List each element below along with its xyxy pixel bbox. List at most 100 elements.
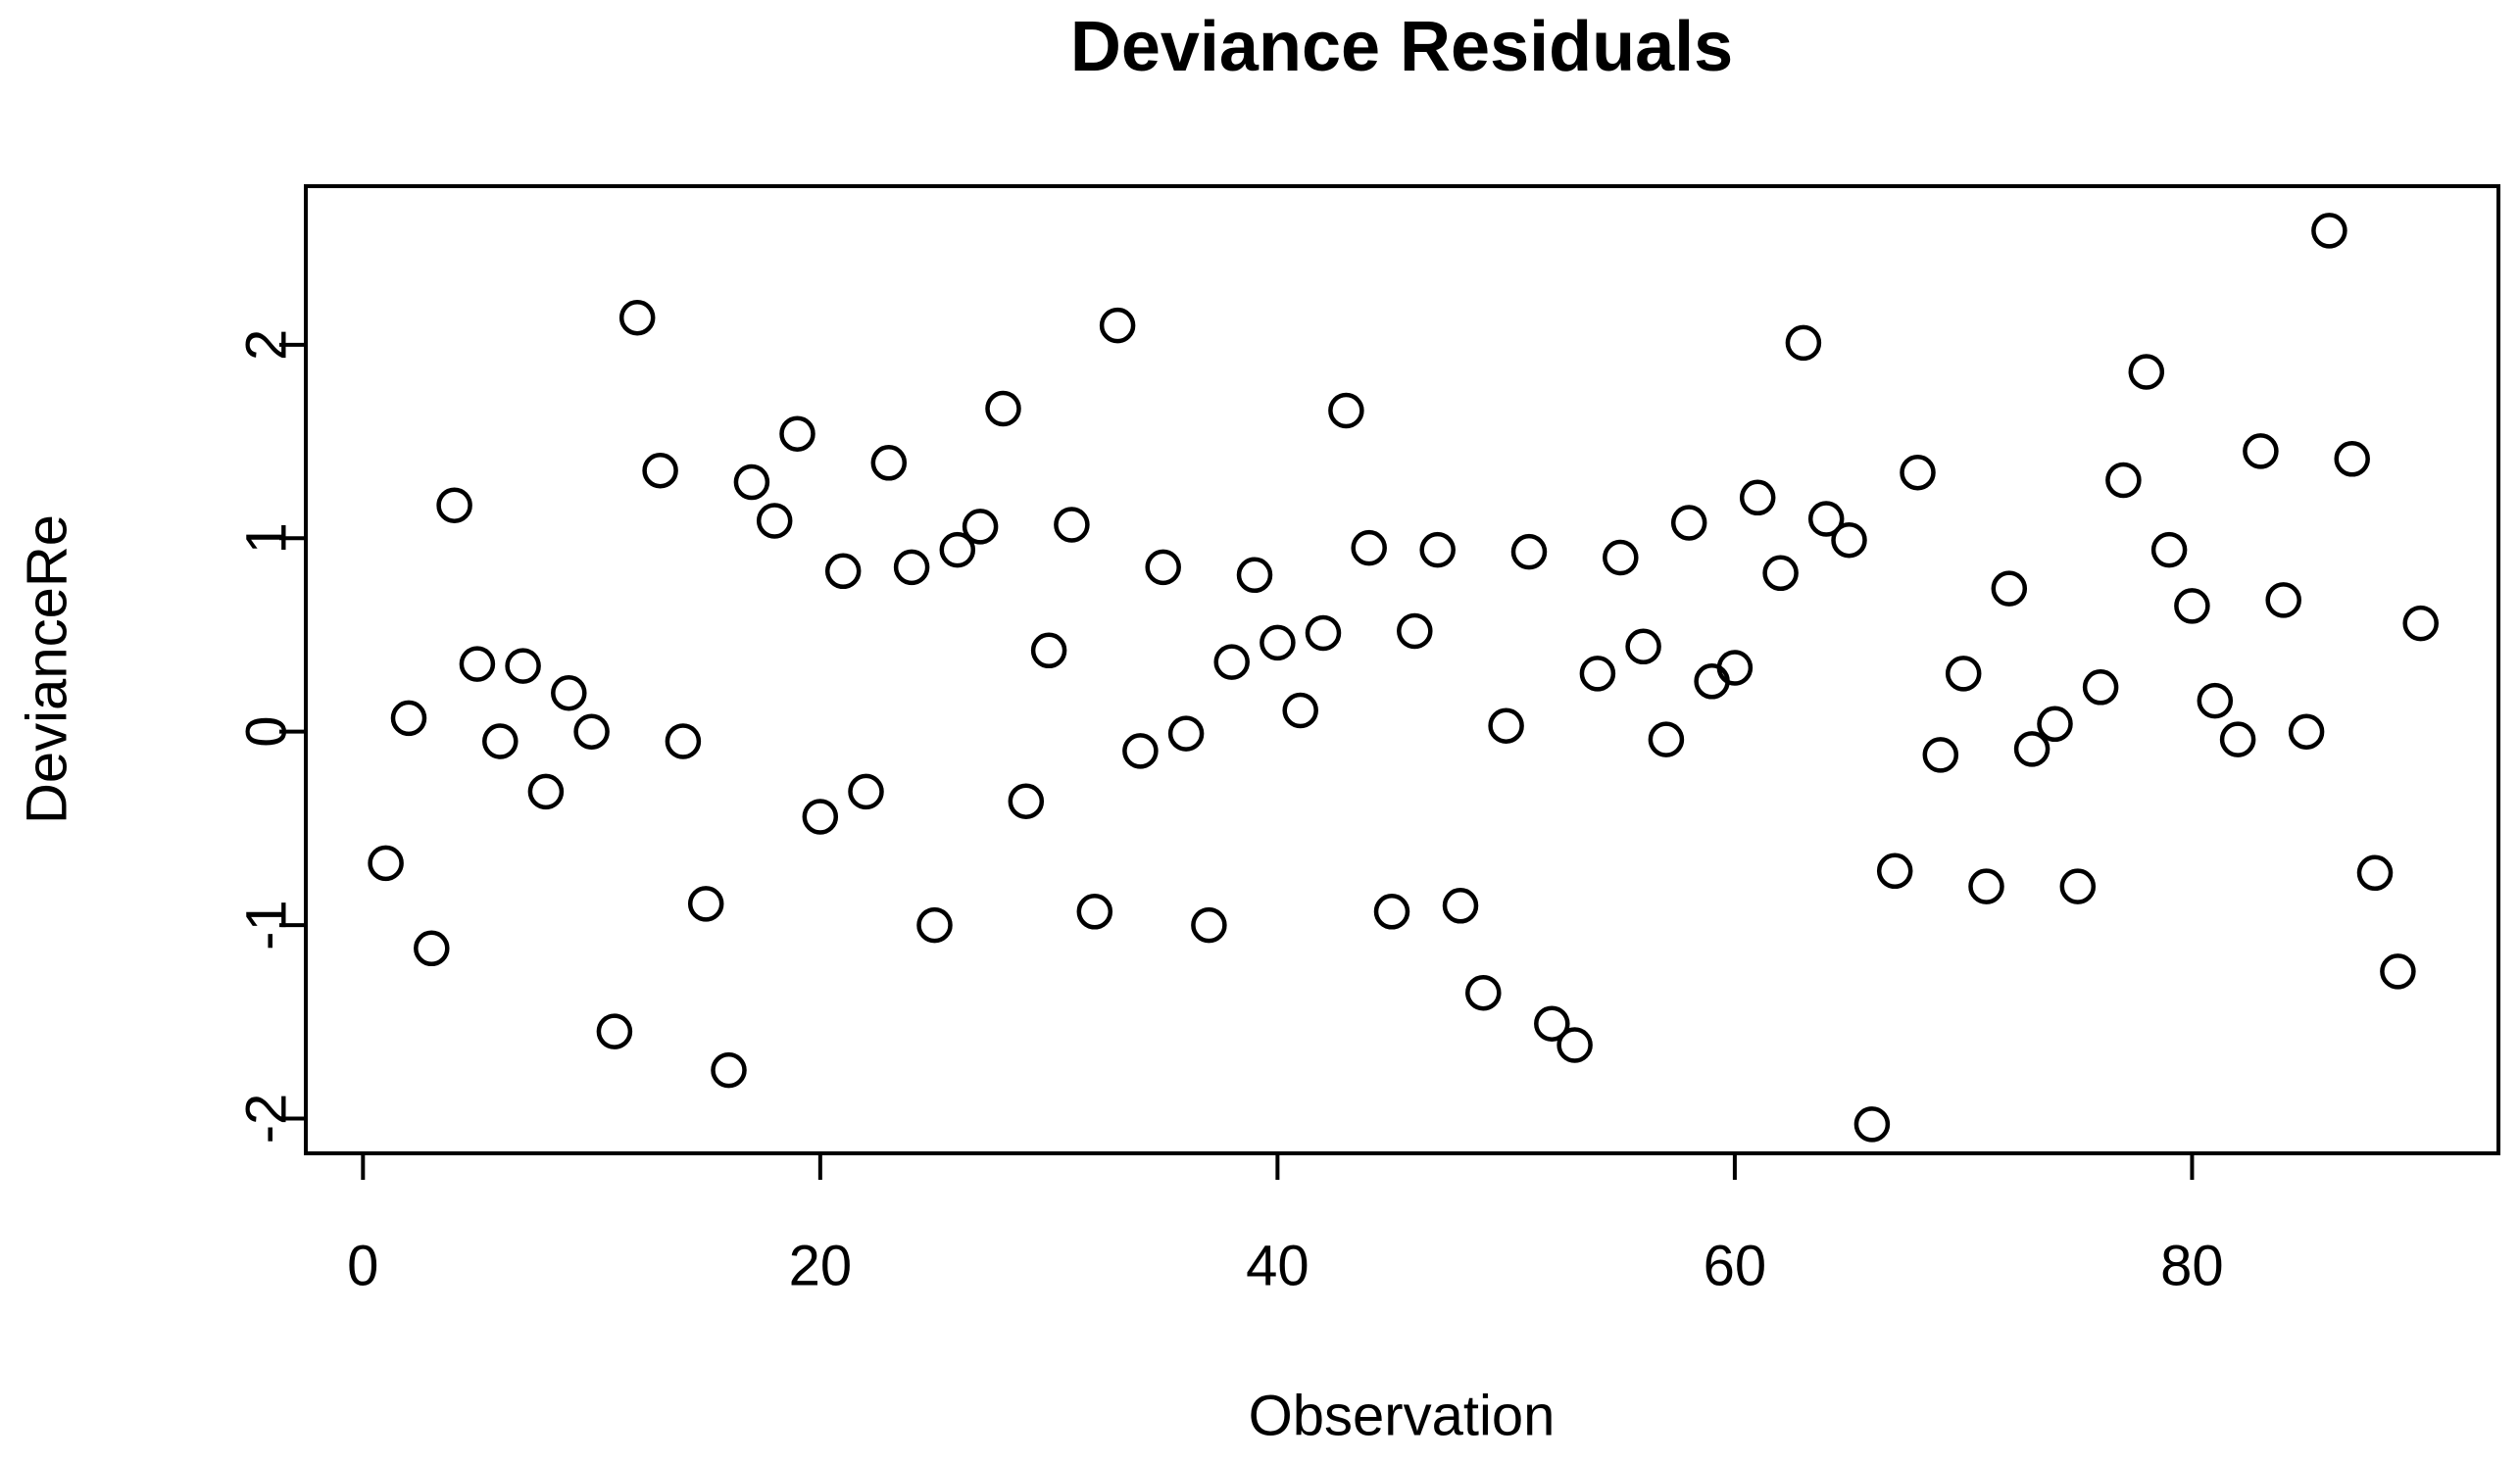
data-point [1762,555,1799,592]
y-tick-label: -2 [235,1094,299,1145]
data-point [756,503,793,539]
data-point [1900,454,1936,491]
data-point [2037,706,2073,743]
y-tick-label: -1 [235,900,299,950]
y-tick-label: 2 [235,329,299,361]
data-point [1716,650,1754,686]
data-point [596,1013,633,1049]
x-axis: 0 20 40 60 80 [347,1153,2224,1298]
x-tick-label: 20 [789,1235,853,1298]
data-point [1099,307,1136,344]
data-point [436,487,472,523]
data-point [1670,505,1707,541]
data-point [618,299,656,336]
x-tick-label: 0 [347,1235,378,1298]
data-point [2380,953,2416,990]
data-point [2334,441,2370,477]
data-point [1054,507,1090,543]
y-axis-title: DevianceRe [16,514,79,824]
data-point [1191,906,1227,944]
data-point [1853,1106,1891,1143]
data-point [482,723,519,759]
data-point [390,700,427,737]
data-point [1236,557,1273,594]
data-point [2356,854,2394,892]
data-point [527,773,565,810]
data-point [2265,582,2301,618]
data-point [1510,533,1548,570]
data-point [893,549,930,586]
data-point [1076,894,1113,930]
data-point [2082,669,2119,706]
data-point [1008,783,1045,819]
data-point [459,646,496,682]
data-point [1831,521,1867,559]
data-point [2219,721,2256,757]
data-point [1876,853,1913,890]
data-point [2174,588,2210,624]
data-point [824,553,862,590]
data-point [1625,628,1661,665]
y-axis: -2 -1 0 1 2 [235,329,306,1145]
data-point [802,799,839,835]
data-point [1260,624,1296,661]
y-tick-label: 1 [235,522,299,554]
data-point [573,713,610,750]
plot-box [304,184,2500,1155]
data-point [2150,531,2188,568]
x-tick-label: 60 [1704,1235,1767,1298]
data-point [2059,868,2097,904]
data-point [1739,479,1776,516]
data-point [1945,656,1982,692]
data-point [665,723,702,759]
data-point [1442,888,1479,924]
data-point [1213,644,1250,680]
data-point [2013,731,2051,767]
data-point [551,674,587,711]
data-point [779,415,815,452]
data-point [2311,213,2347,249]
data-point [1922,737,1959,773]
data-point [1785,324,1822,362]
data-point [1556,1027,1593,1063]
data-point [711,1051,747,1089]
data-point [870,445,908,481]
x-tick-label: 80 [2160,1235,2224,1298]
data-point [1991,570,2028,607]
data-point [1579,656,1616,692]
data-point [985,390,1021,427]
data-point [1488,707,1524,744]
data-point [2197,682,2234,719]
chart-title: Deviance Residuals [1070,8,1733,86]
data-point [1603,539,1639,576]
data-point [916,906,953,944]
data-point [2128,354,2165,390]
data-point [2402,605,2439,642]
data-point [414,930,450,967]
data-point [848,773,884,810]
data-point [1373,894,1410,930]
x-axis-title: Observation [1249,1385,1556,1448]
data-point [505,648,541,684]
data-point [1465,974,1502,1011]
data-point [1694,663,1730,700]
data-point [962,509,999,545]
data-point [2105,462,2142,499]
data-point [1968,868,2004,904]
data-point [1648,721,1685,757]
data-point [2288,713,2325,750]
data-point [733,463,770,501]
data-point [1807,501,1845,537]
data-point [1351,529,1387,566]
data-point [1167,715,1205,752]
data-point [1397,612,1433,650]
data-point [2243,433,2279,469]
data-point [642,452,678,489]
data-point [368,845,404,882]
data-point [1145,549,1181,586]
data-point [1328,392,1364,429]
data-point [939,531,976,568]
data-point [1030,632,1067,669]
